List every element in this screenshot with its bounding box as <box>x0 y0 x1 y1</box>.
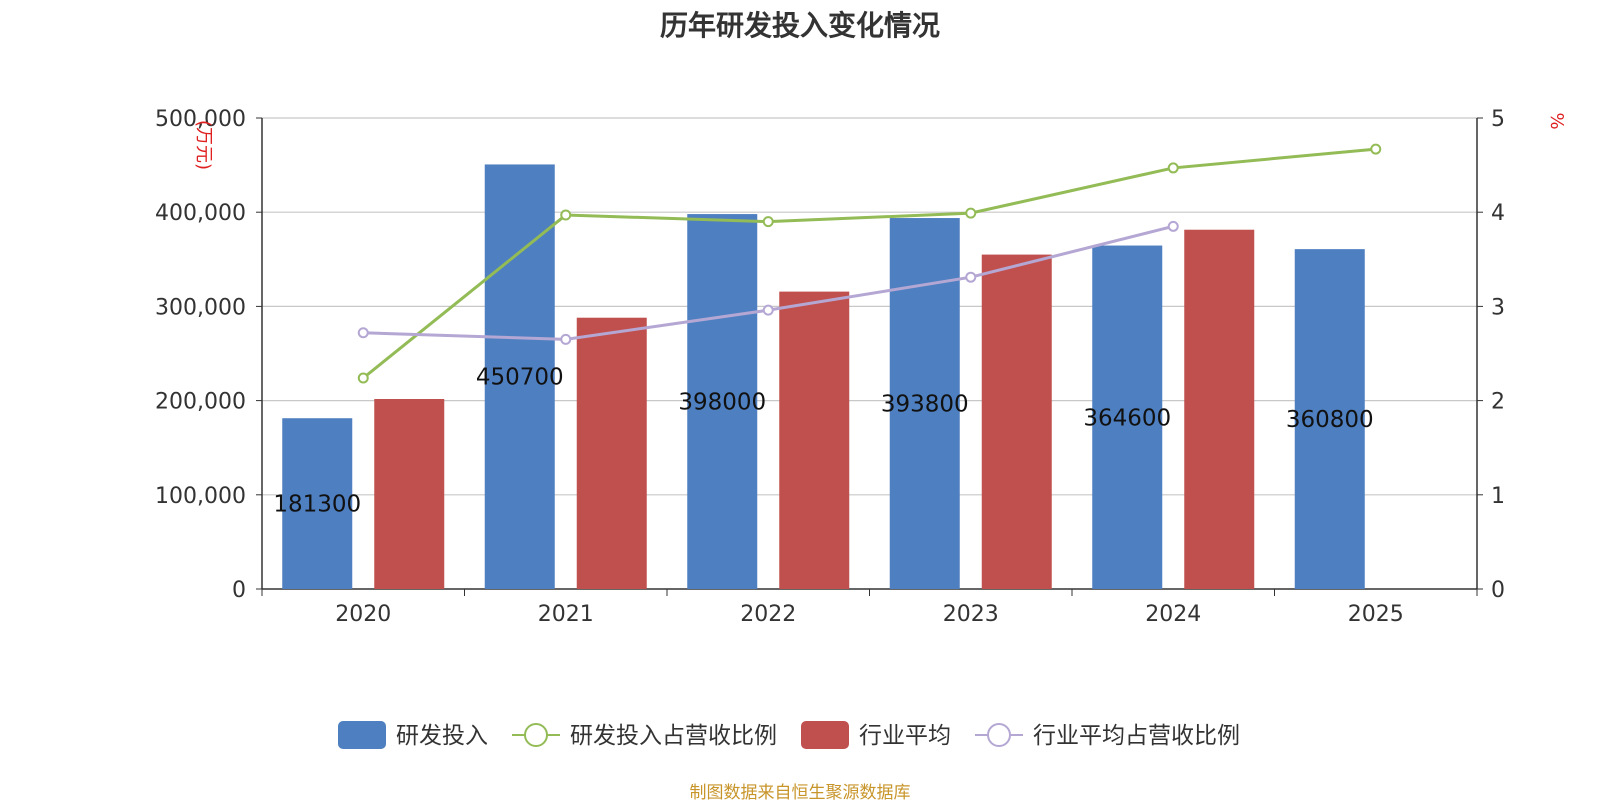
bar-data-label: 181300 <box>273 492 361 518</box>
x-tick-label: 2024 <box>1145 602 1201 627</box>
bar-industry <box>779 291 850 589</box>
line-point <box>1167 220 1179 232</box>
line-point <box>1370 143 1382 155</box>
y-left-tick-label: 0 <box>232 578 246 603</box>
y-right-tick-label: 3 <box>1491 295 1505 320</box>
x-tick-label: 2023 <box>943 602 999 627</box>
data-source-footer: 制图数据来自恒生聚源数据库 <box>689 783 911 803</box>
y-left-unit-label: (万元) <box>193 120 214 170</box>
bar-rd <box>1092 245 1163 589</box>
legend-label: 研发投入 <box>396 723 488 749</box>
legend-swatch-marker <box>524 723 548 747</box>
x-tick-label: 2020 <box>335 602 391 627</box>
bar-rd <box>484 164 555 589</box>
bar-industry <box>1184 229 1255 590</box>
legend-label: 研发投入占营收比例 <box>570 723 777 749</box>
bar-industry <box>576 317 647 589</box>
y-right-tick-label: 5 <box>1491 107 1505 132</box>
legend-swatch <box>338 721 386 749</box>
x-tick-label: 2025 <box>1348 602 1404 627</box>
bar-rd <box>687 214 758 590</box>
y-left-tick-label: 300,000 <box>155 295 246 320</box>
line-point <box>560 209 572 221</box>
x-tick-label: 2022 <box>740 602 796 627</box>
y-left-tick-label: 200,000 <box>155 390 246 415</box>
line-point <box>357 372 369 384</box>
y-left-tick-label: 500,000 <box>155 107 246 132</box>
bar-data-label: 398000 <box>678 390 766 416</box>
line-rd-ratio <box>362 147 1376 380</box>
y-left-tick-label: 400,000 <box>155 201 246 226</box>
legend-label: 行业平均 <box>859 723 951 749</box>
bar-data-label: 393800 <box>881 392 969 418</box>
legend-label: 行业平均占营收比例 <box>1033 723 1240 749</box>
y-right-tick-label: 4 <box>1491 201 1505 226</box>
line-point <box>1167 162 1179 174</box>
line-point <box>965 271 977 283</box>
line-point <box>357 327 369 339</box>
y-right-tick-label: 2 <box>1491 390 1505 415</box>
chart-title: 历年研发投入变化情况 <box>659 9 940 42</box>
line-point <box>965 207 977 219</box>
y-left-tick-label: 100,000 <box>155 484 246 509</box>
bar-rd <box>282 418 353 589</box>
bar-rd <box>1294 249 1365 589</box>
y-right-tick-label: 0 <box>1491 578 1505 603</box>
bar-data-label: 360800 <box>1286 407 1374 433</box>
line-point <box>762 304 774 316</box>
x-tick-label: 2021 <box>538 602 594 627</box>
y-right-tick-label: 1 <box>1491 484 1505 509</box>
bar-industry <box>981 254 1052 589</box>
legend-swatch <box>801 721 849 749</box>
bar-data-label: 450700 <box>476 365 564 391</box>
bar-industry <box>374 398 445 589</box>
bar-data-label: 364600 <box>1083 405 1171 431</box>
y-right-unit-label: % <box>1546 112 1567 129</box>
line-point <box>762 216 774 228</box>
legend-swatch-marker <box>987 723 1011 747</box>
line-point <box>560 333 572 345</box>
